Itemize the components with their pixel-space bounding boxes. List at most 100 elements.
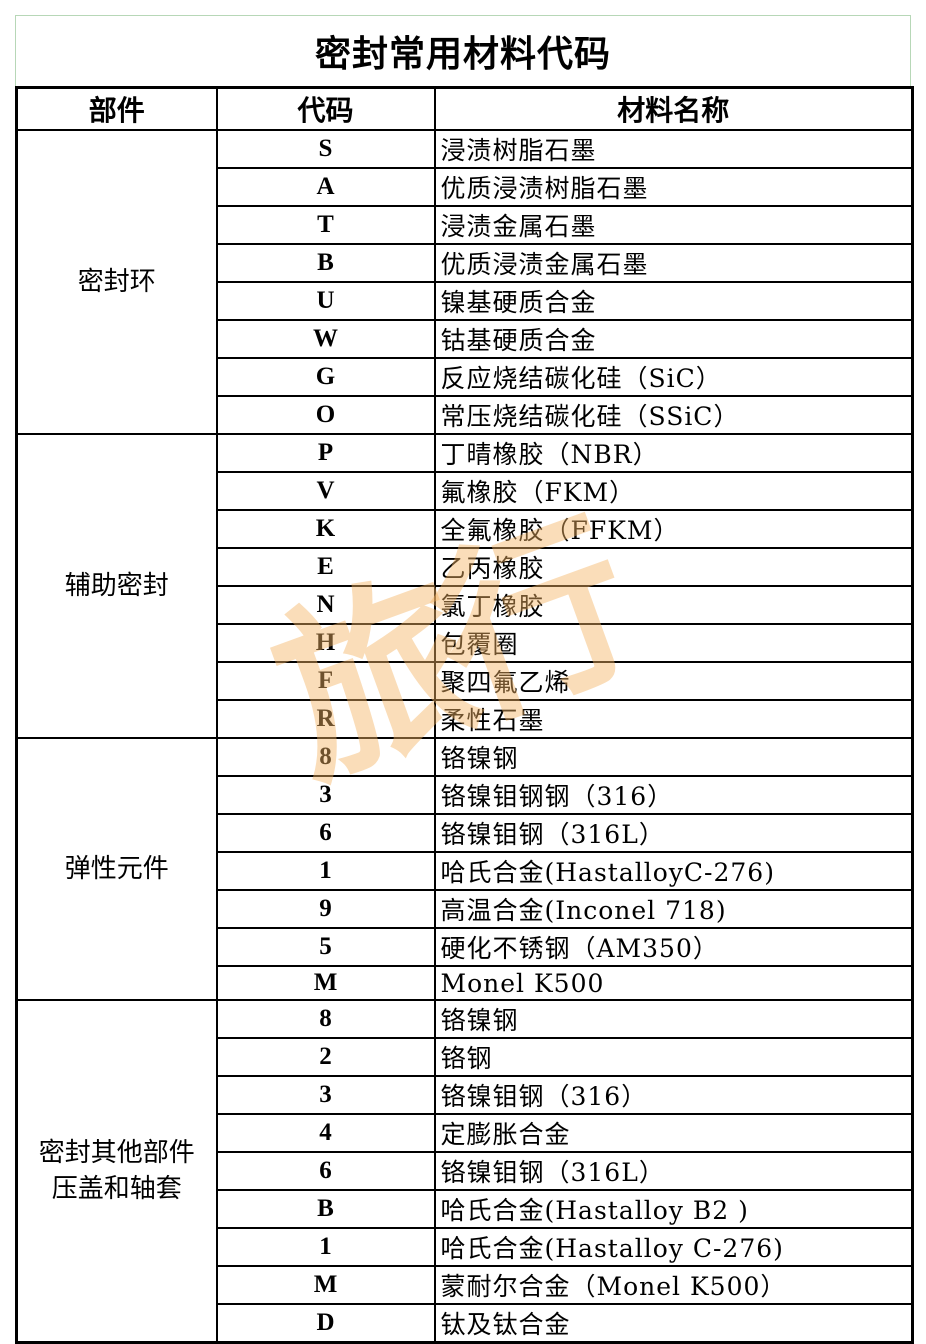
code-cell: V — [215, 471, 436, 511]
material-name-cell: 铬镍钢 — [433, 737, 914, 777]
table-row: F 聚四氟乙烯 — [17, 661, 914, 701]
table-row: 6 铬镍钼钢（316L） — [17, 813, 914, 853]
code-cell: K — [215, 509, 436, 549]
material-name-cell: 钛及钛合金 — [433, 1303, 914, 1344]
table-row: 5 硬化不锈钢（AM350） — [17, 927, 914, 967]
material-name-cell: 哈氏合金(HastalloyC-276) — [433, 851, 914, 891]
header-code: 代码 — [215, 86, 436, 131]
code-cell: T — [215, 205, 436, 245]
table-row: 弹性元件 8 铬镍钢 — [15, 737, 914, 1001]
table-row: 2 铬钢 — [17, 1037, 914, 1077]
material-name-cell: 氯丁橡胶 — [433, 585, 914, 625]
code-cell: 3 — [215, 775, 436, 815]
material-name-cell: 优质浸渍金属石墨 — [433, 243, 914, 283]
code-cell: G — [215, 357, 436, 397]
table-row: R 柔性石墨 — [17, 699, 914, 739]
table-row: 9 高温合金(Inconel 718) — [17, 889, 914, 929]
material-name-cell: 高温合金(Inconel 718) — [433, 889, 914, 929]
code-cell: R — [215, 699, 436, 739]
material-name-cell: 定膨胀合金 — [433, 1113, 914, 1153]
material-name-cell: 浸渍金属石墨 — [433, 205, 914, 245]
table-row: 3 铬镍钼钢（316） — [17, 1075, 914, 1115]
header-material-name: 材料名称 — [433, 86, 914, 131]
material-name-cell: 优质浸渍树脂石墨 — [433, 167, 914, 207]
material-name-cell: 常压烧结碳化硅（SSiC） — [433, 395, 914, 435]
material-name-cell: 钴基硬质合金 — [433, 319, 914, 359]
code-cell: B — [215, 1189, 436, 1229]
table-row: N 氯丁橡胶 — [17, 585, 914, 625]
material-name-cell: 哈氏合金(Hastalloy C-276) — [433, 1227, 914, 1267]
table-row: 3 铬镍钼钢钢（316） — [17, 775, 914, 815]
table-row: 4 定膨胀合金 — [17, 1113, 914, 1153]
code-cell: 1 — [215, 851, 436, 891]
code-cell: 8 — [215, 999, 436, 1039]
code-cell: 4 — [215, 1113, 436, 1153]
table-row: 密封环 S 浸渍树脂石墨 — [15, 129, 914, 435]
table-row: K 全氟橡胶（FFKM） — [17, 509, 914, 549]
table-row: H 包覆圈 — [17, 623, 914, 663]
code-cell: O — [215, 395, 436, 435]
material-name-cell: 包覆圈 — [433, 623, 914, 663]
table-row: T 浸渍金属石墨 — [17, 205, 914, 245]
table-row: M Monel K500 — [17, 965, 914, 1001]
material-name-cell: 浸渍树脂石墨 — [433, 129, 914, 169]
part-cell: 辅助密封 — [15, 433, 218, 739]
material-name-cell: 聚四氟乙烯 — [433, 661, 914, 701]
code-cell: 8 — [215, 737, 436, 777]
material-name-cell: 氟橡胶（FKM） — [433, 471, 914, 511]
part-cell: 弹性元件 — [15, 737, 218, 1001]
code-cell: B — [215, 243, 436, 283]
code-cell: A — [215, 167, 436, 207]
table-row: 密封其他部件 压盖和轴套 8 铬镍钢 — [15, 999, 914, 1344]
table-row: A 优质浸渍树脂石墨 — [17, 167, 914, 207]
code-cell: M — [215, 1265, 436, 1305]
material-code-sheet: 密封常用材料代码 部件 代码 材料名称 密封环 S 浸渍树脂石墨 A 优质浸渍树脂石墨 T… — [15, 15, 914, 1344]
code-cell: E — [215, 547, 436, 587]
material-name-cell: 铬镍钢 — [433, 999, 914, 1039]
material-name-cell: 反应烧结碳化硅（SiC） — [433, 357, 914, 397]
code-cell: 5 — [215, 927, 436, 967]
part-cell: 密封环 — [15, 129, 218, 435]
material-name-cell: 铬钢 — [433, 1037, 914, 1077]
material-name-cell: 蒙耐尔合金（Monel K500） — [433, 1265, 914, 1305]
material-name-cell: Monel K500 — [433, 965, 914, 1001]
header-row: 部件 代码 材料名称 — [15, 86, 914, 131]
material-code-table: 部件 代码 材料名称 密封环 S 浸渍树脂石墨 A 优质浸渍树脂石墨 T 浸渍金属石墨 B 优质… — [15, 86, 914, 1344]
code-cell: M — [215, 965, 436, 1001]
code-cell: 1 — [215, 1227, 436, 1267]
table-row: B 哈氏合金(Hastalloy B2 ) — [17, 1189, 914, 1229]
material-name-cell: 乙丙橡胶 — [433, 547, 914, 587]
material-name-cell: 铬镍钼钢（316） — [433, 1075, 914, 1115]
code-cell: 3 — [215, 1075, 436, 1115]
material-name-cell: 丁晴橡胶（NBR） — [433, 433, 914, 473]
material-name-cell: 柔性石墨 — [433, 699, 914, 739]
table-row: W 钴基硬质合金 — [17, 319, 914, 359]
code-cell: 6 — [215, 1151, 436, 1191]
material-name-cell: 铬镍钼钢钢（316） — [433, 775, 914, 815]
code-cell: U — [215, 281, 436, 321]
code-cell: S — [215, 129, 436, 169]
table-row: B 优质浸渍金属石墨 — [17, 243, 914, 283]
material-name-cell: 哈氏合金(Hastalloy B2 ) — [433, 1189, 914, 1229]
table-row: E 乙丙橡胶 — [17, 547, 914, 587]
material-name-cell: 铬镍钼钢（316L） — [433, 1151, 914, 1191]
table-row: O 常压烧结碳化硅（SSiC） — [17, 395, 914, 435]
material-name-cell: 镍基硬质合金 — [433, 281, 914, 321]
code-cell: W — [215, 319, 436, 359]
sheet-title: 密封常用材料代码 — [15, 15, 911, 86]
table-row: U 镍基硬质合金 — [17, 281, 914, 321]
material-name-cell: 硬化不锈钢（AM350） — [433, 927, 914, 967]
material-name-cell: 全氟橡胶（FFKM） — [433, 509, 914, 549]
table-row: 1 哈氏合金(HastalloyC-276) — [17, 851, 914, 891]
part-cell: 密封其他部件 压盖和轴套 — [15, 999, 218, 1344]
table-row: 6 铬镍钼钢（316L） — [17, 1151, 914, 1191]
code-cell: P — [215, 433, 436, 473]
code-cell: D — [215, 1303, 436, 1344]
code-cell: F — [215, 661, 436, 701]
header-part: 部件 — [15, 86, 218, 131]
table-row: 1 哈氏合金(Hastalloy C-276) — [17, 1227, 914, 1267]
table-row: V 氟橡胶（FKM） — [17, 471, 914, 511]
code-cell: 6 — [215, 813, 436, 853]
table-row: G 反应烧结碳化硅（SiC） — [17, 357, 914, 397]
table-row: 辅助密封 P 丁晴橡胶（NBR） — [15, 433, 914, 739]
